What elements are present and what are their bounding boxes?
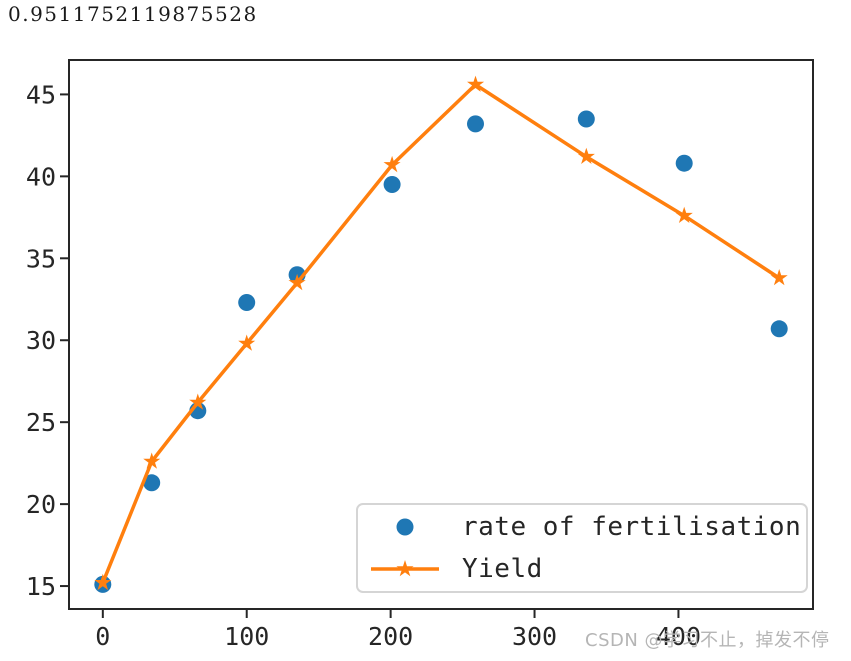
plot-border [68, 59, 814, 610]
x-axis-tick-label: 200 [368, 622, 413, 651]
scatter-point [577, 110, 595, 128]
legend-item-yield: Yield [358, 548, 806, 590]
x-axis-tick-label: 100 [224, 622, 269, 651]
scatter-point [383, 176, 401, 193]
x-axis-tick-label: 300 [512, 622, 557, 651]
star-marker [675, 206, 693, 223]
star-marker [577, 147, 595, 164]
legend-dot-icon [396, 518, 414, 536]
scatter-point [143, 474, 161, 492]
y-axis-tick-label: 15 [26, 572, 56, 601]
scatter-point [770, 320, 788, 338]
y-axis-tick-label: 25 [26, 408, 56, 437]
star-marker [770, 269, 788, 286]
scatter-point [675, 154, 693, 172]
scatter-marker-icon [396, 518, 414, 536]
y-axis-tick-label: 20 [26, 490, 56, 519]
star-marker [383, 155, 401, 173]
legend-item-rate-of-fertilisation: rate of fertilisation [358, 506, 806, 548]
x-axis-tick-label: 400 [656, 622, 701, 651]
star-marker [238, 334, 256, 351]
yield-line [101, 82, 781, 584]
star-marker [189, 393, 207, 410]
y-axis-tick-label: 35 [26, 244, 56, 273]
legend-star-icon [396, 560, 414, 577]
scatter-point [238, 294, 256, 311]
star-marker [143, 452, 161, 469]
y-axis-tick-label: 40 [26, 162, 56, 191]
y-axis-tick-label: 45 [26, 80, 56, 109]
line-star-marker-icon [371, 560, 439, 577]
star-marker [288, 273, 306, 291]
legend-label-yield: Yield [462, 554, 543, 585]
star-marker [467, 75, 485, 92]
star-marker [94, 573, 112, 591]
x-axis-tick-label: 0 [95, 622, 110, 651]
legend: rate of fertilisation Yield [356, 503, 808, 593]
printed-output-value: 0.9511752119875528 [8, 2, 258, 26]
csdn-watermark: CSDN @学习不止，掉发不停 [585, 630, 830, 651]
scatter-point [467, 115, 484, 133]
y-axis-tick-label: 30 [26, 326, 56, 355]
legend-label-rate-of-fertilisation: rate of fertilisation [462, 511, 802, 542]
